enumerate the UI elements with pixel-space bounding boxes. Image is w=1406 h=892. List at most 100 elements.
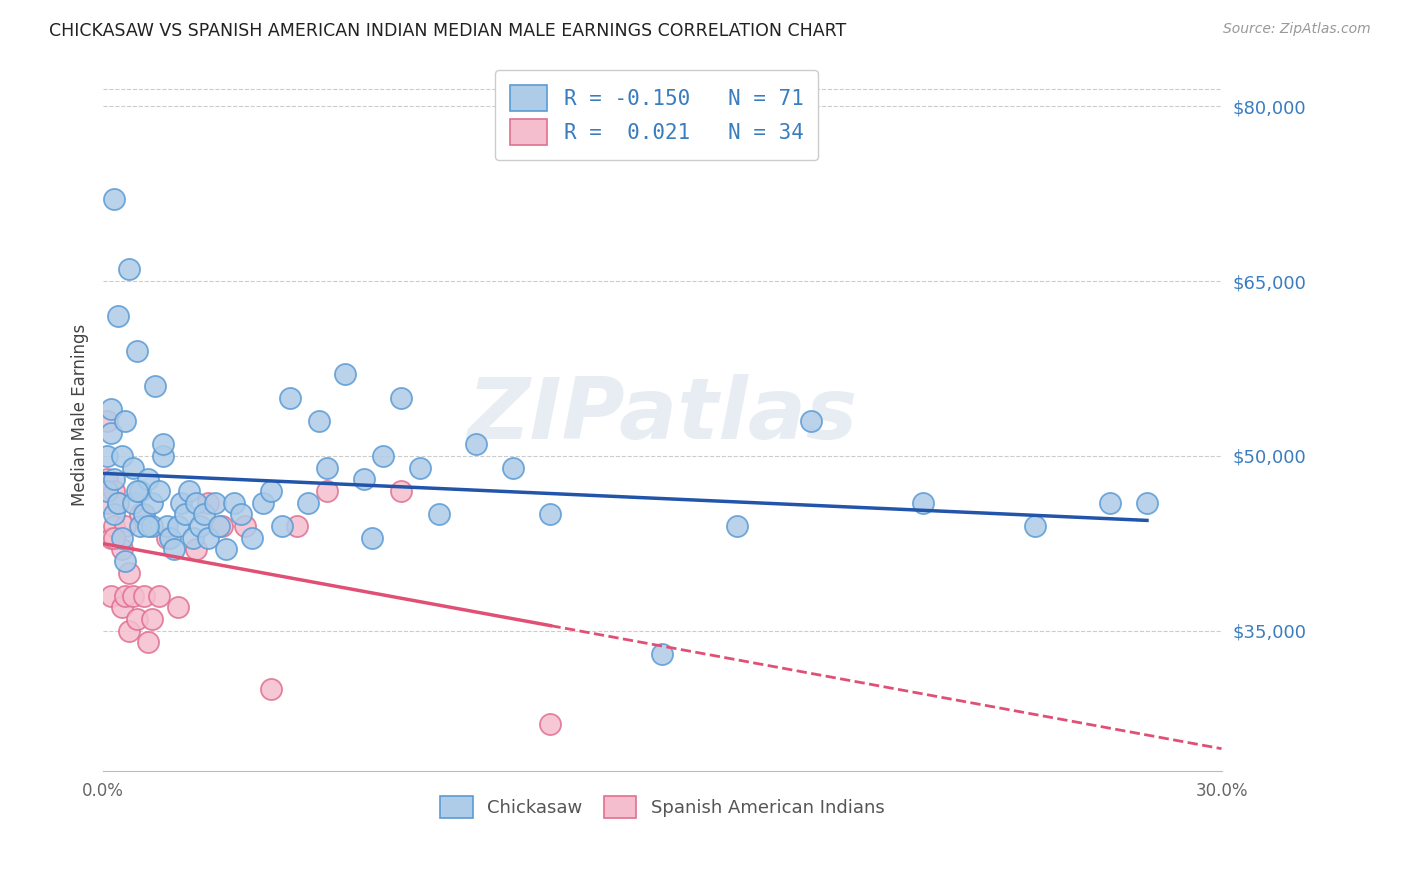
Point bbox=[260, 682, 283, 697]
Point bbox=[1024, 519, 1046, 533]
Point bbox=[229, 507, 252, 521]
Point bbox=[100, 589, 122, 603]
Point bbox=[260, 483, 283, 498]
Point bbox=[96, 483, 118, 498]
Point bbox=[464, 437, 486, 451]
Point bbox=[107, 495, 129, 509]
Point bbox=[152, 437, 174, 451]
Point bbox=[188, 519, 211, 533]
Point bbox=[118, 624, 141, 638]
Point bbox=[163, 542, 186, 557]
Point bbox=[114, 519, 136, 533]
Point bbox=[177, 483, 200, 498]
Point bbox=[353, 472, 375, 486]
Point bbox=[122, 589, 145, 603]
Point bbox=[107, 309, 129, 323]
Point bbox=[389, 483, 412, 498]
Point bbox=[129, 483, 152, 498]
Point bbox=[125, 612, 148, 626]
Point bbox=[1098, 495, 1121, 509]
Point bbox=[100, 425, 122, 440]
Point bbox=[111, 531, 134, 545]
Point bbox=[136, 519, 159, 533]
Point bbox=[136, 635, 159, 649]
Point bbox=[540, 507, 562, 521]
Point bbox=[215, 542, 238, 557]
Point bbox=[148, 589, 170, 603]
Point bbox=[252, 495, 274, 509]
Point bbox=[155, 531, 177, 545]
Text: CHICKASAW VS SPANISH AMERICAN INDIAN MEDIAN MALE EARNINGS CORRELATION CHART: CHICKASAW VS SPANISH AMERICAN INDIAN MED… bbox=[49, 22, 846, 40]
Point bbox=[204, 495, 226, 509]
Point bbox=[211, 519, 233, 533]
Point bbox=[114, 589, 136, 603]
Point bbox=[502, 460, 524, 475]
Point bbox=[427, 507, 450, 521]
Point bbox=[114, 414, 136, 428]
Point bbox=[100, 402, 122, 417]
Point bbox=[122, 495, 145, 509]
Point bbox=[651, 647, 673, 661]
Point bbox=[166, 519, 188, 533]
Point bbox=[107, 495, 129, 509]
Point bbox=[103, 483, 125, 498]
Point bbox=[197, 495, 219, 509]
Point bbox=[141, 495, 163, 509]
Point bbox=[725, 519, 748, 533]
Point bbox=[912, 495, 935, 509]
Y-axis label: Median Male Earnings: Median Male Earnings bbox=[72, 324, 89, 507]
Point bbox=[297, 495, 319, 509]
Point bbox=[122, 460, 145, 475]
Point bbox=[285, 519, 308, 533]
Text: ZIPatlas: ZIPatlas bbox=[467, 374, 858, 457]
Point bbox=[155, 519, 177, 533]
Point bbox=[222, 495, 245, 509]
Point bbox=[409, 460, 432, 475]
Point bbox=[125, 344, 148, 359]
Point bbox=[315, 483, 337, 498]
Point bbox=[100, 531, 122, 545]
Point bbox=[208, 519, 231, 533]
Point bbox=[233, 519, 256, 533]
Point bbox=[360, 531, 382, 545]
Point bbox=[111, 542, 134, 557]
Point bbox=[335, 368, 357, 382]
Point bbox=[129, 507, 152, 521]
Point bbox=[96, 472, 118, 486]
Point bbox=[181, 531, 204, 545]
Point bbox=[800, 414, 823, 428]
Point bbox=[315, 460, 337, 475]
Point bbox=[103, 531, 125, 545]
Point bbox=[96, 495, 118, 509]
Point bbox=[134, 507, 156, 521]
Point bbox=[1136, 495, 1159, 509]
Point bbox=[174, 507, 197, 521]
Point bbox=[103, 519, 125, 533]
Point bbox=[125, 483, 148, 498]
Point bbox=[240, 531, 263, 545]
Point bbox=[540, 717, 562, 731]
Point bbox=[96, 449, 118, 463]
Point bbox=[103, 472, 125, 486]
Point bbox=[186, 495, 208, 509]
Point bbox=[371, 449, 394, 463]
Legend: Chickasaw, Spanish American Indians: Chickasaw, Spanish American Indians bbox=[433, 789, 891, 826]
Point bbox=[136, 472, 159, 486]
Point bbox=[107, 495, 129, 509]
Point bbox=[141, 519, 163, 533]
Point bbox=[103, 193, 125, 207]
Text: Source: ZipAtlas.com: Source: ZipAtlas.com bbox=[1223, 22, 1371, 37]
Point bbox=[152, 449, 174, 463]
Point bbox=[111, 600, 134, 615]
Point bbox=[278, 391, 301, 405]
Point bbox=[111, 449, 134, 463]
Point bbox=[143, 379, 166, 393]
Point bbox=[129, 519, 152, 533]
Point bbox=[271, 519, 294, 533]
Point bbox=[103, 507, 125, 521]
Point bbox=[159, 531, 181, 545]
Point bbox=[118, 566, 141, 580]
Point bbox=[166, 600, 188, 615]
Point bbox=[96, 414, 118, 428]
Point bbox=[308, 414, 330, 428]
